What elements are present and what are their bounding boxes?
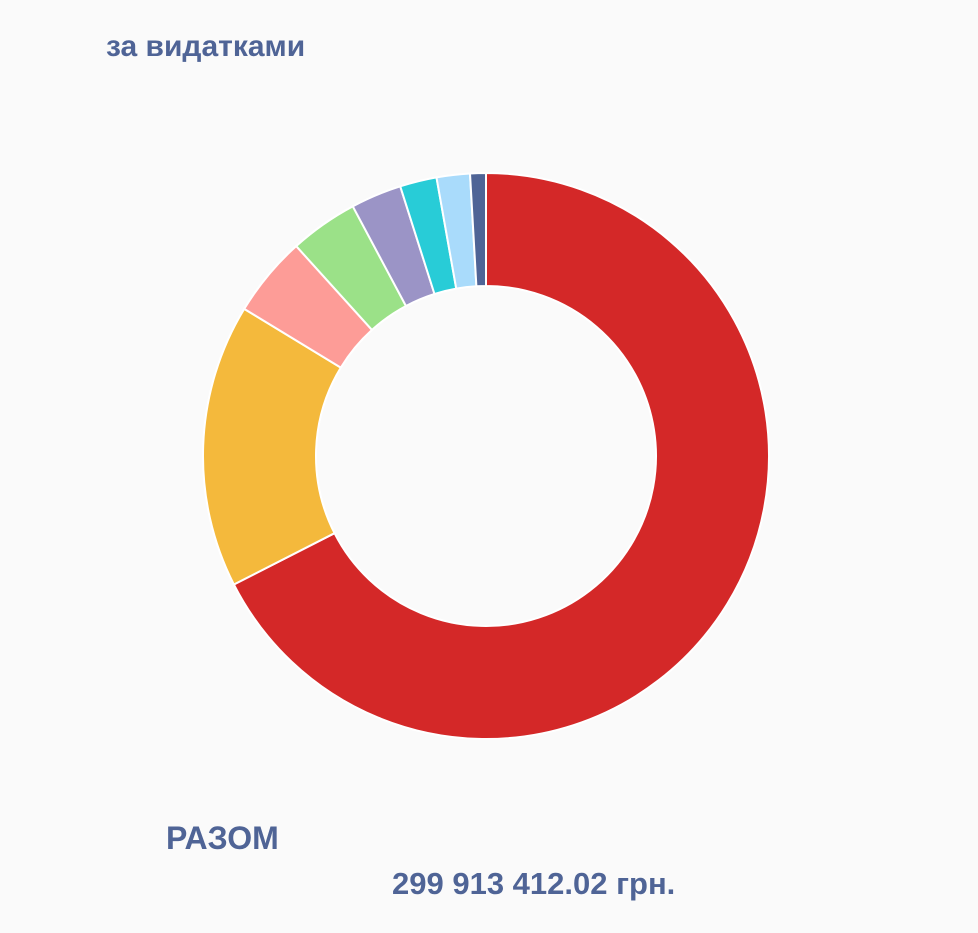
donut-slice-8[interactable] (468, 171, 487, 288)
donut-slice-1[interactable] (232, 171, 770, 740)
total-label: РАЗОМ (166, 820, 279, 856)
donut-slice-2[interactable] (202, 307, 343, 586)
chart-title: за видатками (106, 30, 306, 63)
total-value: 299 913 412.02 грн. (392, 866, 676, 901)
